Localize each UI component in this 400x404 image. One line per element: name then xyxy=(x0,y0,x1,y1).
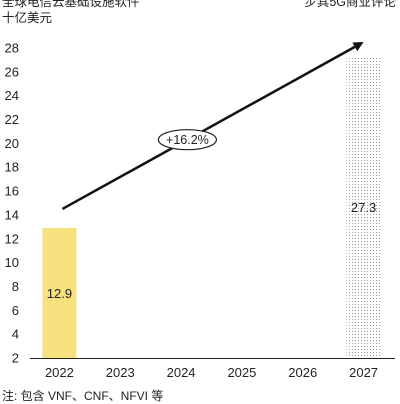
y-tick-label: 16 xyxy=(5,184,19,199)
trend-arrow-line xyxy=(61,45,356,211)
x-tick-label: 2026 xyxy=(288,365,317,380)
y-tick-label: 8 xyxy=(12,279,19,294)
trend-arrow-group: +16.2% xyxy=(61,42,364,211)
y-tick-label: 12 xyxy=(5,231,19,246)
trend-arrow-head xyxy=(352,42,364,52)
x-tick-label: 2025 xyxy=(227,365,256,380)
y-tick-label: 2 xyxy=(12,351,19,366)
footnote: 注: 包含 VNF、CNF、NFVI 等 xyxy=(2,389,164,403)
y-tick-label: 18 xyxy=(5,160,19,175)
chart-title: 全球电信云基础设施软件 xyxy=(2,0,140,9)
y-tick-label: 28 xyxy=(5,41,19,56)
x-tick-label: 2023 xyxy=(106,365,135,380)
bars: 12.9 27.3 xyxy=(42,56,381,358)
bar-value-label: 27.3 xyxy=(351,200,376,215)
y-tick-label: 22 xyxy=(5,112,19,127)
cagr-label: +16.2% xyxy=(166,133,209,147)
y-tick-label: 14 xyxy=(5,207,19,222)
y-tick-label: 6 xyxy=(12,303,19,318)
cagr-bubble xyxy=(157,129,218,151)
bar-2027 xyxy=(346,56,381,358)
y-tick-label: 4 xyxy=(12,327,19,342)
x-tick-label: 2024 xyxy=(167,365,196,380)
x-tick-label: 2027 xyxy=(349,365,378,380)
x-axis-ticks: 2022 2023 2024 2025 2026 2027 xyxy=(45,365,378,380)
x-tick-label: 2022 xyxy=(45,365,74,380)
source-label: 步其5G商业评论 xyxy=(304,0,396,9)
bar-2022 xyxy=(42,228,77,358)
y-tick-label: 24 xyxy=(5,88,19,103)
chart-unit: 十亿美元 xyxy=(2,11,53,25)
bar-value-label: 12.9 xyxy=(47,286,72,301)
y-tick-label: 20 xyxy=(5,136,19,151)
y-tick-label: 26 xyxy=(5,64,19,79)
y-tick-label: 10 xyxy=(5,255,19,270)
